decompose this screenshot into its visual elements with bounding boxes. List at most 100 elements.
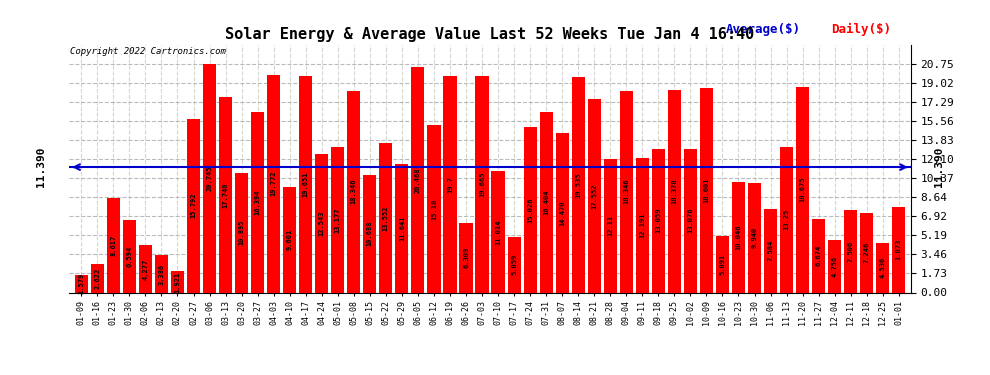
Text: 6.309: 6.309 (463, 247, 469, 268)
Text: 16.394: 16.394 (254, 189, 260, 215)
Bar (139, 245, 152, 292)
Bar (395, 164, 409, 292)
Bar (154, 255, 168, 292)
Bar (812, 219, 826, 292)
Text: 19.7: 19.7 (446, 176, 453, 192)
Text: 9.940: 9.940 (751, 227, 757, 248)
Text: 18.601: 18.601 (704, 177, 710, 203)
Text: 4.756: 4.756 (832, 256, 838, 277)
Text: 17.552: 17.552 (591, 183, 597, 209)
Bar (91, 264, 104, 292)
Text: 18.378: 18.378 (671, 178, 677, 204)
Text: 7.246: 7.246 (863, 242, 870, 263)
Text: 11.641: 11.641 (399, 216, 405, 241)
Bar (283, 187, 296, 292)
Text: Average($): Average($) (726, 23, 801, 36)
Bar (347, 90, 360, 292)
Text: 14.470: 14.470 (559, 200, 565, 226)
Bar (299, 76, 312, 292)
Bar (748, 183, 761, 292)
Bar (75, 275, 88, 292)
Text: 9.601: 9.601 (287, 229, 293, 250)
Text: 15.18: 15.18 (431, 198, 437, 219)
Bar (524, 127, 537, 292)
Text: 6.594: 6.594 (127, 246, 133, 267)
Bar (251, 112, 264, 292)
Bar (315, 154, 329, 292)
Bar (780, 147, 793, 292)
Text: 4.277: 4.277 (143, 258, 148, 280)
Bar (732, 182, 745, 292)
Text: Copyright 2022 Cartronics.com: Copyright 2022 Cartronics.com (70, 48, 226, 57)
Text: 15.026: 15.026 (527, 197, 534, 222)
Bar (379, 143, 392, 292)
Bar (412, 67, 425, 292)
Text: 19.651: 19.651 (303, 172, 309, 197)
Text: 7.506: 7.506 (847, 240, 853, 262)
Bar (203, 64, 216, 292)
Text: 13.059: 13.059 (655, 208, 661, 233)
Text: 12.11: 12.11 (607, 215, 613, 237)
Text: 11.390: 11.390 (37, 147, 47, 188)
Bar (860, 213, 873, 292)
Text: Daily($): Daily($) (831, 23, 891, 36)
Text: 8.617: 8.617 (110, 234, 117, 256)
Text: 11.014: 11.014 (495, 219, 501, 245)
Bar (444, 76, 456, 292)
Bar (684, 148, 697, 292)
Text: 18.346: 18.346 (624, 179, 630, 204)
Bar (508, 237, 521, 292)
Bar (363, 175, 376, 292)
Bar (428, 125, 441, 292)
Text: 13.076: 13.076 (687, 208, 693, 233)
Bar (123, 220, 136, 292)
Text: 3.380: 3.380 (158, 263, 164, 285)
Text: 2.622: 2.622 (94, 267, 100, 289)
Bar (171, 272, 184, 292)
Text: 17.740: 17.740 (223, 182, 229, 208)
Text: 18.675: 18.675 (800, 177, 806, 203)
Bar (555, 133, 568, 292)
Text: 15.792: 15.792 (190, 193, 197, 218)
Bar (700, 88, 713, 292)
Text: 12.191: 12.191 (640, 213, 645, 238)
Bar (491, 171, 505, 292)
Bar (636, 158, 648, 292)
Bar (540, 112, 552, 292)
Text: 13.177: 13.177 (335, 207, 341, 233)
Bar (235, 172, 248, 292)
Bar (764, 209, 777, 292)
Text: 19.535: 19.535 (575, 172, 581, 198)
Bar (267, 75, 280, 292)
Text: 20.468: 20.468 (415, 167, 421, 193)
Text: 1.921: 1.921 (174, 271, 180, 292)
Text: 1.873: 1.873 (896, 239, 902, 260)
Text: 16.404: 16.404 (544, 189, 549, 215)
Text: 5.091: 5.091 (720, 254, 726, 275)
Text: 5.059: 5.059 (511, 254, 517, 275)
Text: 13.552: 13.552 (383, 205, 389, 231)
Bar (668, 90, 681, 292)
Bar (475, 76, 489, 292)
Text: 10.895: 10.895 (239, 220, 245, 245)
Bar (620, 90, 633, 292)
Text: 11.390: 11.390 (934, 147, 943, 188)
Text: 1.579: 1.579 (78, 273, 84, 294)
Bar (459, 223, 472, 292)
Bar (107, 198, 120, 292)
Text: 6.674: 6.674 (816, 245, 822, 266)
Bar (828, 240, 842, 292)
Text: 10.046: 10.046 (736, 225, 742, 250)
Bar (604, 159, 617, 292)
Bar (892, 207, 905, 292)
Text: 19.665: 19.665 (479, 171, 485, 197)
Text: 13.25: 13.25 (783, 209, 790, 230)
Bar (844, 210, 857, 292)
Title: Solar Energy & Average Value Last 52 Weeks Tue Jan 4 16:40: Solar Energy & Average Value Last 52 Wee… (226, 27, 754, 42)
Text: 18.346: 18.346 (350, 179, 356, 204)
Text: 19.772: 19.772 (270, 171, 276, 196)
Bar (651, 149, 665, 292)
Bar (571, 77, 585, 292)
Text: 7.584: 7.584 (767, 240, 773, 261)
Text: 12.543: 12.543 (319, 211, 325, 236)
